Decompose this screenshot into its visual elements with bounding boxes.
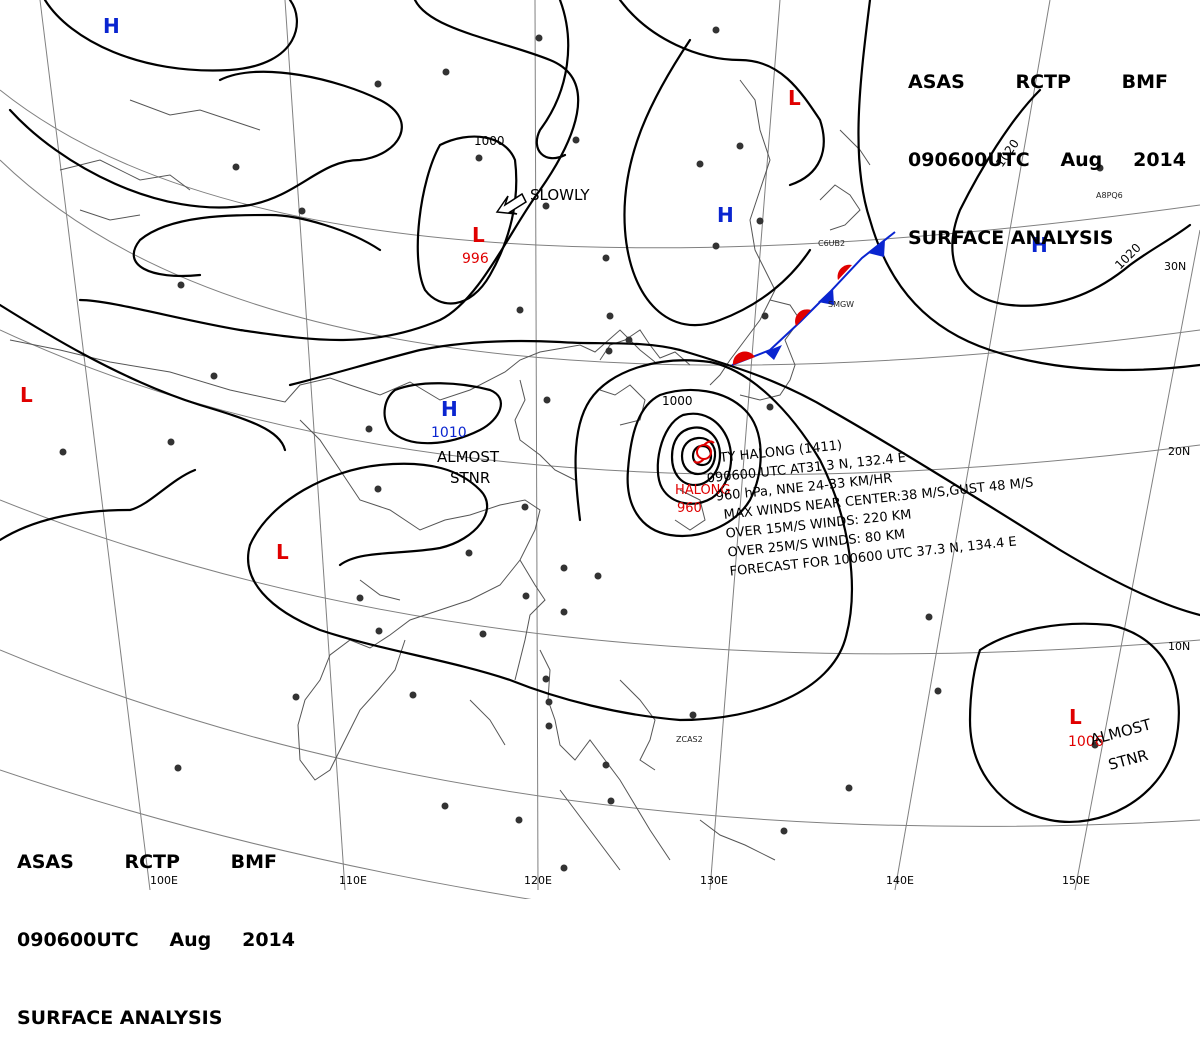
- footer-code: BMF: [230, 851, 277, 873]
- lat-lon-grid: [0, 0, 1200, 899]
- lat-label-20n: 20N: [1168, 445, 1190, 458]
- lon-label-130e: 130E: [700, 874, 728, 887]
- low-center-north: L: [472, 223, 485, 247]
- isobar-label-1000-north: 1000: [474, 134, 505, 148]
- low-center-indochina: L: [276, 540, 289, 564]
- header-title: SURFACE ANALYSIS: [908, 227, 1114, 249]
- footer-center: RCTP: [124, 851, 180, 873]
- typhoon-symbol-icon: [693, 440, 715, 464]
- lon-label-110e: 110E: [339, 874, 367, 887]
- station-code-zcas2: ZCAS2: [676, 735, 703, 744]
- high-center-northwest: H: [103, 14, 120, 38]
- header-year: 2014: [1133, 149, 1186, 171]
- weather-map: 30N 20N 10N 100E 110E 120E 130E 140E 150…: [0, 0, 1200, 899]
- station-code-c6ub2: C6UB2: [818, 239, 845, 248]
- coastlines: [9, 79, 871, 871]
- latitude-labels: 30N 20N 10N: [1164, 260, 1190, 653]
- stnr-label-south-china-line2: STNR: [450, 469, 490, 487]
- longitude-labels: 100E 110E 120E 130E 140E 150E: [150, 874, 1090, 887]
- lon-label-120e: 120E: [524, 874, 552, 887]
- lon-label-100e: 100E: [150, 874, 178, 887]
- isobars: [0, 0, 1200, 823]
- station-code-a8pq6: A8PQ6: [1096, 191, 1123, 200]
- station-code-smgw: SMGW: [828, 300, 854, 309]
- header-center: RCTP: [1015, 71, 1071, 93]
- lat-label-30n: 30N: [1164, 260, 1186, 273]
- isobar-label-1000-typhoon: 1000: [662, 394, 693, 408]
- movement-label: SLOWLY: [530, 186, 590, 204]
- footer-source: ASAS: [17, 851, 74, 873]
- lat-label-10n: 10N: [1168, 640, 1190, 653]
- footer-time: 090600UTC: [17, 929, 139, 951]
- low-center-pacific: L: [1069, 705, 1082, 729]
- stnr-label-south-china-line1: ALMOST: [437, 448, 500, 466]
- footer-month: Aug: [169, 929, 212, 951]
- footer-title: SURFACE ANALYSIS: [17, 1007, 223, 1029]
- station-codes: C6UB2 SMGW A8PQ6 ZCAS2: [676, 191, 1123, 744]
- high-center-south-china: H: [441, 397, 458, 421]
- typhoon-name: HALONG: [675, 483, 730, 498]
- stationary-front: [731, 231, 896, 366]
- lon-label-150e: 150E: [1062, 874, 1090, 887]
- low-value-1006: 1006: [1068, 734, 1104, 750]
- low-center-west-edge: L: [20, 383, 33, 407]
- header-month: Aug: [1060, 149, 1103, 171]
- map-header-top-right: ASAS RCTP BMF 090600UTC Aug 2014 SURFACE…: [908, 17, 1186, 277]
- footer-year: 2014: [242, 929, 295, 951]
- low-center-kamchatka: L: [788, 86, 801, 110]
- header-code: BMF: [1121, 71, 1168, 93]
- low-value-996: 996: [462, 251, 489, 267]
- high-center-pacific: H: [1031, 233, 1048, 257]
- header-time: 090600UTC: [908, 149, 1030, 171]
- header-source: ASAS: [908, 71, 965, 93]
- high-center-japan-sea: H: [717, 203, 734, 227]
- high-value-1010: 1010: [431, 425, 467, 441]
- lon-label-140e: 140E: [886, 874, 914, 887]
- movement-indicator: SLOWLY: [495, 186, 590, 215]
- typhoon-pressure: 960: [677, 501, 702, 516]
- station-plots: [59, 26, 1104, 872]
- map-header-bottom-left: ASAS RCTP BMF 090600UTC Aug 2014 SURFACE…: [17, 797, 295, 1057]
